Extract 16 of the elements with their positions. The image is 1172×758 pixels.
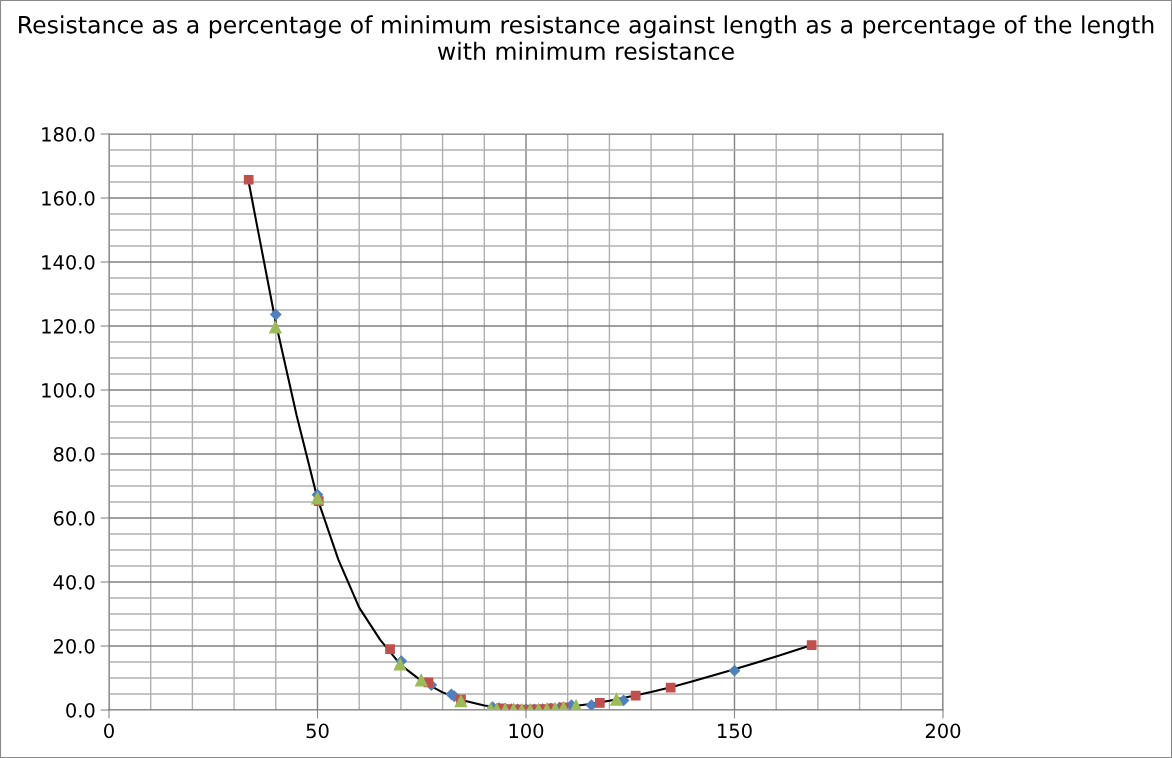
x-tick-label: 50 <box>306 723 329 739</box>
y-tick-label: 20.0 <box>53 638 95 654</box>
y-tick-label: 140.0 <box>42 254 95 270</box>
x-tick-label: 200 <box>925 723 961 739</box>
y-tick-label: 60.0 <box>53 510 95 526</box>
y-tick-label: 0.0 <box>66 702 95 718</box>
x-tick-label: 150 <box>718 723 752 739</box>
y-tick-label: 120.0 <box>42 318 95 334</box>
x-tick-label: 0 <box>104 723 114 739</box>
x-tick-label: 100 <box>509 723 544 739</box>
y-tick-label: 80.0 <box>53 446 95 462</box>
y-tick-label: 100.0 <box>42 382 95 398</box>
y-tick-label: 160.0 <box>42 190 95 206</box>
y-tick-label: 40.0 <box>53 574 95 590</box>
y-tick-label: 180.0 <box>42 126 95 142</box>
chart-title: Resistance as a percentage of minimum resistance against length as a percentage of the length with minimum resistance <box>19 15 1154 61</box>
